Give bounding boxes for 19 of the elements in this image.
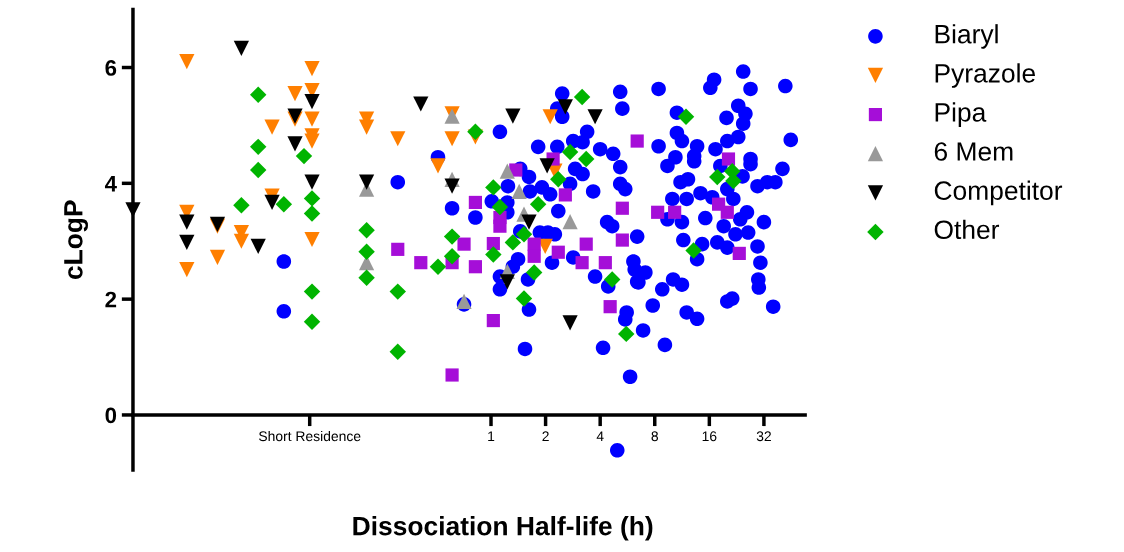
x-tick-label: Short Residence [258, 430, 361, 442]
x-tick-label: 2 [542, 431, 549, 441]
legend-label: Pyrazole [935, 63, 1035, 88]
y-tick-label: 4 [104, 176, 117, 192]
legend-label: Other [934, 219, 1000, 240]
legend-label: Biaryl [935, 24, 998, 49]
legend-label: Pipa [935, 102, 987, 127]
x-tick-label: 16 [702, 431, 717, 442]
x-tick-label: 4 [596, 431, 604, 441]
x-tick-label: 1 [488, 431, 495, 441]
x-tick-label: 8 [651, 431, 659, 442]
legend-label: Competitor [934, 180, 1063, 206]
legend-label: 6 Mem [934, 142, 1013, 161]
x-axis-title: Dissociation Half-life (h) [353, 516, 653, 541]
x-tick-label: 32 [756, 431, 771, 442]
y-tick-label: 0 [105, 407, 117, 424]
y-tick-label: 6 [105, 60, 117, 76]
y-axis-title: cLogP [64, 200, 88, 280]
y-tick-label: 2 [105, 291, 117, 308]
